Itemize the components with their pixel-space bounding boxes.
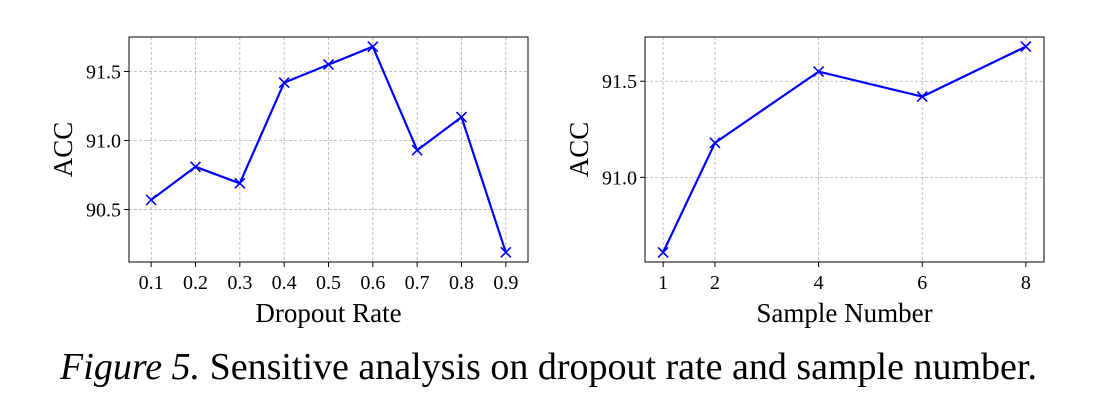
y-tick-label: 91.5 xyxy=(602,71,637,93)
y-tick-label: 91.5 xyxy=(86,62,121,84)
data-point-marker xyxy=(278,76,290,89)
plot-frame xyxy=(128,36,529,263)
data-point-marker xyxy=(145,194,157,206)
data-point-marker xyxy=(411,144,423,156)
y-axis-label: ACC xyxy=(564,122,594,178)
x-tick-label: 8 xyxy=(1021,272,1031,294)
data-point-marker xyxy=(1020,41,1032,53)
x-tick-label: 0.5 xyxy=(316,272,341,294)
figure-number: Figure 5. xyxy=(60,346,201,388)
x-tick-label: 0.1 xyxy=(139,272,164,294)
x-tick-label: 2 xyxy=(710,272,720,294)
data-point-marker xyxy=(500,246,512,258)
x-tick-label: 4 xyxy=(814,272,824,294)
chart-sample-number: 1 2 4 6 8 91.0 91.5 Sample Number ACC xyxy=(564,36,1045,328)
data-point-marker xyxy=(189,161,202,173)
x-tick-label: 6 xyxy=(917,272,927,294)
x-tick-label: 0.6 xyxy=(360,272,385,294)
x-tick-label: 0.7 xyxy=(405,272,430,294)
chart-dropout-rate: 0.1 0.2 0.3 0.4 0.5 0.6 0.7 0.8 0.9 90.5 91.0 91.5 D… xyxy=(48,36,529,328)
x-tick-label: 0.3 xyxy=(227,272,252,294)
x-tick-label: 1 xyxy=(658,272,668,294)
data-point-marker xyxy=(322,59,335,71)
caption-text: Sensitive analysis on dropout rate and s… xyxy=(209,346,1037,388)
x-tick-label: 0.4 xyxy=(272,272,297,294)
x-tick-label: 0.2 xyxy=(183,272,208,294)
data-point-marker xyxy=(813,66,825,78)
series-line xyxy=(662,45,1027,253)
y-axis-label: ACC xyxy=(48,122,78,178)
data-point-marker xyxy=(916,91,928,103)
x-axis-label: Sample Number xyxy=(756,298,932,328)
data-point-marker xyxy=(367,41,379,53)
y-tick-label: 90.5 xyxy=(86,200,121,222)
x-tick-label: 0.8 xyxy=(449,272,474,294)
y-tick-label: 91.0 xyxy=(86,131,121,153)
y-tick-label: 91.0 xyxy=(602,167,637,189)
data-point-marker xyxy=(657,246,669,258)
figure-caption: Figure 5. Sensitive analysis on dropout … xyxy=(0,345,1097,389)
data-point-marker xyxy=(455,111,468,123)
plot-frame xyxy=(644,36,1045,263)
data-point-marker xyxy=(234,177,246,189)
x-tick-label: 0.9 xyxy=(493,272,518,294)
x-axis-label: Dropout Rate xyxy=(255,298,401,328)
data-point-marker xyxy=(709,137,721,149)
